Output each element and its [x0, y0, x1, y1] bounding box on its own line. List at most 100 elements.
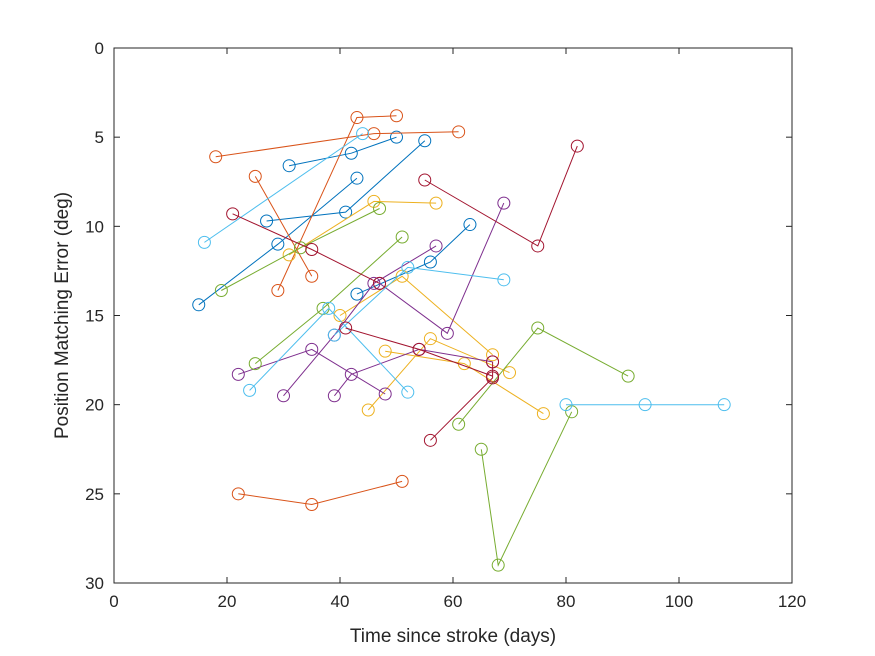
- series-12: [361, 332, 516, 417]
- series-25: [226, 207, 387, 290]
- series-line: [356, 224, 471, 295]
- data-point: [197, 235, 211, 249]
- data-point: [322, 301, 336, 315]
- x-axis-label: Time since stroke (days): [350, 626, 556, 647]
- data-point: [277, 389, 290, 403]
- series-2: [260, 134, 432, 228]
- series-7: [271, 109, 403, 298]
- x-tick-label: 120: [778, 592, 806, 611]
- data-point: [305, 498, 319, 512]
- x-tick-label: 0: [109, 592, 118, 611]
- data-point: [339, 205, 353, 219]
- series-8: [231, 474, 409, 512]
- data-point: [350, 111, 364, 125]
- data-point: [497, 273, 511, 287]
- series-line: [288, 200, 437, 256]
- data-point: [350, 287, 364, 301]
- data-point: [226, 207, 240, 221]
- series-1: [192, 171, 364, 312]
- series-line: [430, 361, 494, 441]
- data-point: [390, 109, 403, 123]
- data-point: [717, 398, 731, 412]
- series-line: [249, 307, 409, 393]
- data-point: [209, 150, 223, 164]
- series-24: [559, 398, 731, 412]
- data-point: [503, 366, 516, 380]
- data-point: [423, 332, 437, 346]
- data-point: [282, 159, 296, 173]
- x-tick-label: 40: [331, 592, 350, 611]
- data-point: [401, 385, 415, 399]
- series-line: [334, 266, 504, 336]
- data-point: [486, 371, 500, 385]
- data-point: [243, 383, 257, 397]
- data-point: [192, 298, 206, 312]
- data-point: [356, 127, 370, 141]
- series-line: [283, 245, 437, 397]
- y-tick-label: 0: [95, 39, 104, 58]
- data-point: [248, 357, 262, 371]
- data-point: [378, 344, 392, 358]
- data-point: [418, 134, 432, 148]
- data-point: [452, 417, 466, 431]
- data-point: [305, 342, 319, 356]
- data-point: [429, 239, 443, 253]
- series-10: [333, 269, 500, 362]
- series-line: [198, 177, 358, 306]
- data-point: [333, 309, 347, 322]
- x-tick-label: 80: [557, 592, 576, 611]
- data-point: [327, 389, 341, 403]
- series-line: [334, 348, 493, 397]
- series-line: [204, 133, 363, 243]
- data-point: [282, 248, 296, 262]
- series-line: [367, 338, 510, 411]
- data-point: [395, 230, 409, 244]
- series-4: [350, 218, 477, 301]
- data-point: [423, 255, 437, 269]
- series-line: [232, 213, 380, 284]
- series-line: [458, 327, 629, 425]
- series-line: [221, 208, 380, 291]
- series-line: [215, 131, 459, 158]
- x-tick-label: 100: [665, 592, 693, 611]
- data-point: [248, 169, 262, 183]
- series-28: [423, 355, 500, 447]
- series-17: [214, 202, 387, 298]
- data-point: [452, 125, 466, 139]
- series-22: [243, 301, 415, 399]
- y-tick-label: 5: [95, 128, 104, 147]
- data-point: [570, 139, 584, 153]
- series-line: [424, 145, 578, 247]
- series-line: [238, 348, 386, 395]
- series-layer: [192, 109, 731, 572]
- data-point: [305, 243, 319, 257]
- data-point: [497, 196, 511, 210]
- x-tick-label: 20: [218, 592, 237, 611]
- data-point: [344, 367, 358, 381]
- data-point: [367, 127, 381, 141]
- y-tick-label: 10: [85, 217, 104, 236]
- series-13: [231, 342, 392, 401]
- data-point: [344, 146, 358, 160]
- data-point: [395, 474, 409, 488]
- y-axis-label: Position Matching Error (deg): [52, 192, 73, 439]
- plot-area: [114, 48, 792, 583]
- series-21: [197, 127, 370, 249]
- data-point: [440, 326, 454, 340]
- data-point: [486, 355, 500, 369]
- series-line: [379, 202, 505, 335]
- data-point: [463, 218, 477, 232]
- series-line: [266, 140, 426, 222]
- series-line: [339, 275, 493, 356]
- series-16: [373, 196, 511, 340]
- data-point: [231, 487, 245, 501]
- data-point: [474, 442, 488, 456]
- data-point: [429, 196, 443, 210]
- data-point: [260, 214, 274, 228]
- data-point: [621, 369, 635, 383]
- data-point: [378, 387, 392, 401]
- x-axis-ticks: 0 20 40 60 80 100 120: [109, 48, 806, 611]
- data-point: [423, 433, 437, 447]
- data-point: [231, 367, 245, 381]
- data-point: [373, 202, 387, 215]
